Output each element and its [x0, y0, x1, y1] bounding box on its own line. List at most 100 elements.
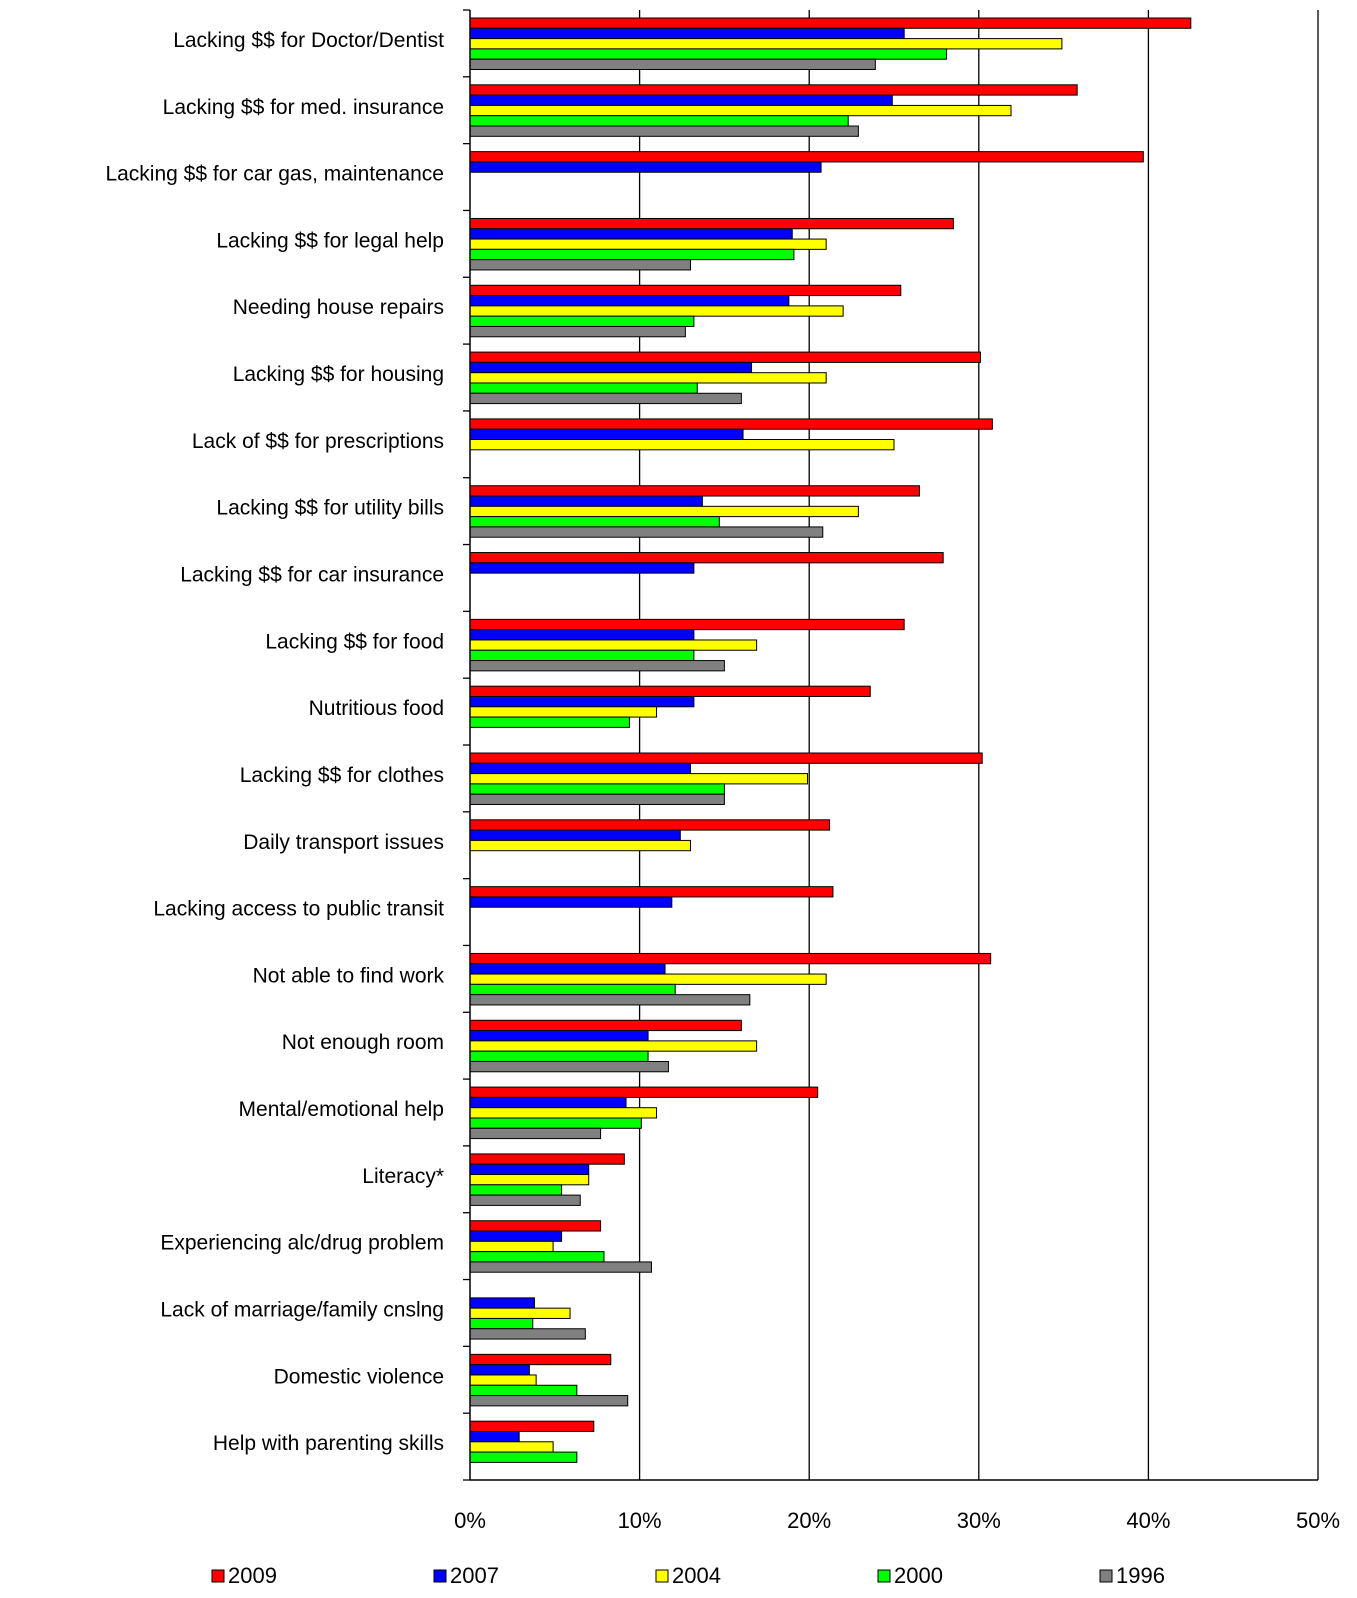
bar-2004 — [469, 706, 658, 718]
bar-1996 — [469, 325, 686, 338]
legend-label-1996: 1996 — [1116, 1563, 1165, 1588]
bar-2007 — [469, 896, 673, 908]
bar-2004 — [469, 238, 827, 250]
bar-2009 — [469, 819, 831, 831]
bar-2004 — [469, 1107, 658, 1119]
bar-2000 — [469, 382, 698, 394]
bar-2009 — [469, 151, 1144, 163]
bar-2009 — [469, 351, 981, 363]
bar-1996 — [469, 1395, 629, 1407]
category-label: Lacking access to public transit — [153, 898, 444, 921]
bar-2007 — [469, 94, 893, 106]
gridlines — [638, 10, 1150, 1480]
x-tick-label: 40% — [1126, 1508, 1170, 1533]
bar-2009 — [469, 17, 1192, 29]
bar-1996 — [469, 1060, 669, 1073]
bar-2004 — [469, 839, 691, 852]
legend-swatch-2009 — [211, 1569, 225, 1583]
category-label: Lacking $$ for clothes — [240, 764, 444, 787]
bar-2009 — [469, 418, 993, 430]
legend: 2009 2007 2004 2000 1996 — [211, 1563, 1165, 1588]
legend-swatch-2004 — [655, 1569, 669, 1583]
bar-2009 — [469, 1353, 612, 1366]
bar-2004 — [469, 1040, 758, 1052]
bar-2007 — [469, 629, 695, 641]
category-label: Not enough room — [282, 1031, 444, 1054]
bar-2007 — [469, 562, 695, 574]
bar-2007 — [469, 27, 905, 40]
bar-2009 — [469, 618, 905, 631]
bar-2009 — [469, 1019, 742, 1032]
bar-2000 — [469, 516, 720, 528]
category-label: Literacy* — [362, 1165, 444, 1188]
bar-2000 — [469, 1251, 605, 1263]
bar-2000 — [469, 783, 725, 795]
bar-2004 — [469, 505, 859, 518]
x-tick-label: 10% — [618, 1508, 662, 1533]
bar-2000 — [469, 983, 676, 996]
bar-2004 — [469, 773, 809, 785]
bar-2004 — [469, 372, 827, 384]
bar-1996 — [469, 793, 725, 806]
bar-2009 — [469, 685, 871, 697]
bar-2007 — [469, 428, 744, 441]
bar-1996 — [469, 526, 824, 538]
bar-2000 — [469, 248, 795, 261]
bar-2004 — [469, 38, 1063, 50]
bar-2000 — [469, 1384, 578, 1397]
bar-2004 — [469, 305, 844, 317]
bar-2007 — [469, 228, 793, 240]
legend-swatch-2000 — [877, 1569, 891, 1583]
category-label: Lacking $$ for car insurance — [180, 564, 444, 587]
bar-2007 — [469, 1297, 535, 1309]
bar-2004 — [469, 639, 758, 651]
bar-2000 — [469, 115, 849, 127]
category-label: Experiencing alc/drug problem — [160, 1232, 444, 1255]
bar-2000 — [469, 1117, 642, 1129]
bar-2009 — [469, 1086, 819, 1098]
bar-2000 — [469, 649, 695, 662]
bar-1996 — [469, 58, 876, 71]
bar-2007 — [469, 963, 666, 975]
bar-2007 — [469, 495, 703, 507]
bar-2009 — [469, 485, 920, 497]
bar-2000 — [469, 48, 948, 60]
bar-1996 — [469, 1127, 602, 1140]
category-label: Lacking $$ for food — [265, 630, 444, 653]
x-tick-label: 30% — [957, 1508, 1001, 1533]
bar-2009 — [469, 952, 992, 965]
bar-2009 — [469, 1420, 595, 1432]
bar-2007 — [469, 1030, 649, 1042]
bar-2000 — [469, 1317, 534, 1330]
category-label: Lacking $$ for utility bills — [216, 497, 444, 520]
category-label: Lacking $$ for legal help — [216, 229, 444, 252]
bar-2004 — [469, 1307, 571, 1319]
category-label: Daily transport issues — [243, 831, 444, 854]
bar-2007 — [469, 1163, 590, 1176]
bar-2007 — [469, 695, 695, 708]
bar-2009 — [469, 1220, 602, 1232]
category-label: Needing house repairs — [233, 296, 444, 319]
bar-2000 — [469, 1050, 649, 1062]
bar-1996 — [469, 259, 691, 271]
category-label: Mental/emotional help — [239, 1098, 444, 1121]
legend-label-2007: 2007 — [450, 1563, 499, 1588]
bar-2007 — [469, 762, 691, 775]
category-label: Lacking $$ for Doctor/Dentist — [173, 29, 444, 52]
x-tick-labels: 0% 10% 20% 30% 40% 50% — [454, 1508, 1340, 1533]
category-label: Lack of $$ for prescriptions — [192, 430, 444, 453]
x-tick-label: 0% — [454, 1508, 486, 1533]
bar-2000 — [469, 1451, 578, 1463]
legend-swatch-2007 — [433, 1569, 447, 1583]
legend-label-2004: 2004 — [672, 1563, 721, 1588]
category-label: Not able to find work — [253, 964, 445, 987]
category-label: Lacking $$ for housing — [233, 363, 444, 386]
bar-2007 — [469, 1230, 563, 1242]
category-labels: Lacking $$ for Doctor/Dentist Lacking $$ … — [105, 29, 444, 1455]
bar-2004 — [469, 1441, 554, 1453]
category-label: Lack of marriage/family cnslng — [160, 1299, 444, 1322]
axes — [463, 9, 1319, 1481]
bar-2004 — [469, 1374, 537, 1386]
bar-2004 — [469, 1174, 590, 1186]
